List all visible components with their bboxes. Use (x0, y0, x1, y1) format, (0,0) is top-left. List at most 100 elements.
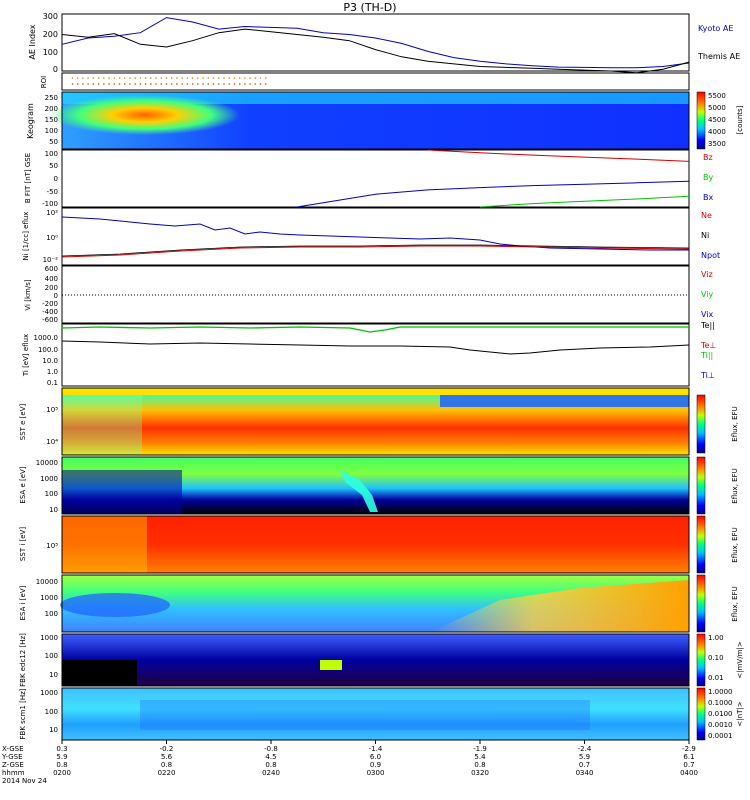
esa-i-ytick-1000: 1000 (40, 594, 58, 602)
roi-dot (218, 77, 220, 79)
bfit-frame (61, 149, 690, 208)
xaxis-tick-y: 5.4 (474, 753, 486, 761)
roi-dot (191, 83, 194, 85)
fbk-scm-cbar-label: <|nT|> (736, 701, 744, 726)
bfit-ytick-50: 50 (49, 162, 58, 170)
bfit-lines (297, 149, 690, 208)
roi-dot (92, 77, 95, 79)
bfit-panel: B FIT [nT] GSE 100 50 0 -50 -100 Bz By B… (24, 149, 713, 208)
ni-ytick-0: 10⁰ (46, 234, 58, 242)
xaxis-tick-x: 0.3 (56, 745, 67, 753)
roi-dot (176, 77, 178, 79)
fbk-edc-ytick-100: 100 (45, 652, 58, 660)
ti-green-trace (61, 326, 689, 333)
roi-dot (97, 77, 100, 79)
xaxis-tick-x: -2.9 (682, 745, 696, 753)
roi-dot (238, 83, 241, 85)
roi-dot (249, 83, 251, 85)
roi-panel: ROI (40, 72, 690, 91)
esa-i-left-blue (60, 593, 170, 617)
roi-dot (223, 77, 225, 79)
xaxis-tick-x: -2.4 (578, 745, 592, 753)
ni-ylabel: Ni [1/cc] eflux (22, 212, 30, 261)
esa-i-panel: ESA i [eV] 10000 1000 100 Eflux, EFU (19, 574, 739, 633)
roi-dot (129, 83, 131, 85)
bfit-legend-by: By (703, 173, 713, 182)
roi-dot (103, 83, 105, 85)
roi-dot (244, 83, 246, 85)
bfit-series-bx (297, 180, 690, 208)
plot-title: P3 (TH-D) (343, 1, 396, 14)
xaxis-tick-z: 0.8 (265, 761, 276, 769)
ni-ytick-m2: 10⁻² (43, 256, 59, 264)
vi-ytick-m200: -200 (42, 300, 58, 308)
roi-dot (71, 83, 74, 85)
xaxis-date: 2014 Nov 24 (2, 777, 47, 785)
roi-dot (259, 83, 262, 85)
fbk-scm-heatmap (62, 688, 689, 740)
ae-ytick-300: 300 (43, 12, 58, 21)
bfit-ytick-m100: -100 (42, 200, 58, 208)
ae-series-themis (61, 28, 690, 74)
ni-blue-trace (61, 216, 689, 251)
ti-legend-teperp: Te⊥ (700, 341, 716, 350)
keogram-cbar-label: [counts] (736, 105, 744, 134)
roi-dot (170, 77, 173, 79)
sst-i-frame (61, 515, 690, 574)
roi-dot (254, 83, 257, 85)
roi-dot (134, 77, 136, 79)
fbk-scm-cbar-5: 0.0001 (708, 732, 733, 740)
ae-ytick-0: 0 (53, 65, 58, 74)
roi-dot (170, 83, 173, 85)
ni-black-trace (61, 244, 690, 257)
bfit-ytick-100: 100 (45, 150, 58, 158)
roi-dot (218, 83, 220, 85)
xaxis-tick-x: -1.4 (369, 745, 383, 753)
esa-i-ytick-100: 100 (45, 610, 58, 618)
roi-dot (228, 83, 230, 85)
roi-dots (71, 77, 267, 85)
ni-legend-ne: Ne (701, 211, 712, 220)
roi-dot (238, 77, 241, 79)
sst-e-frame (61, 387, 690, 456)
xaxis-tick-x: -0.2 (160, 745, 174, 753)
keogram-cbar-4500: 4500 (708, 116, 726, 124)
keogram-cbar-5000: 5000 (708, 104, 726, 112)
fbk-edc-heatmap (62, 634, 689, 686)
sst-i-ytick-5: 10⁵ (46, 542, 58, 550)
roi-dot (144, 83, 147, 85)
sst-i-ylabel: SST i [eV] (19, 527, 27, 561)
ti-ytick-1000: 1000.0 (34, 334, 59, 342)
fbk-edc-yellow-burst (320, 660, 342, 670)
bfit-ylabel: B FIT [nT] GSE (24, 153, 32, 203)
roi-dot (97, 83, 100, 85)
sst-e-topstrip (62, 388, 689, 395)
keogram-ytick-50: 50 (49, 138, 58, 146)
fbk-scm-colorbar (696, 687, 706, 741)
roi-dot (123, 83, 126, 85)
esa-i-cbar-label: Eflux, EFU (731, 586, 739, 621)
xaxis-row-x: X-GSE (2, 745, 24, 753)
esa-e-ytick-10000: 10000 (36, 459, 58, 467)
roi-dot (228, 77, 230, 79)
sst-i-left-fade (62, 516, 147, 573)
ti-panel: Ti [eV] eflux 1000.0 100.0 10.0 1.0 0.1 … (22, 321, 716, 387)
vi-ylabel: Vi [km/s] (24, 279, 32, 310)
roi-dot (134, 83, 136, 85)
xaxis-ticks: 0.35.90.80200-0.25.60.80220-0.84.50.8024… (53, 740, 698, 777)
xaxis-tick-y: 6.0 (370, 753, 381, 761)
sst-e-colorbar (696, 394, 706, 454)
esa-i-hot-wedge (430, 580, 689, 632)
ae-frame (61, 13, 690, 72)
roi-dot (259, 77, 262, 79)
ae-ylabel: AE Index (28, 24, 37, 59)
bfit-series-by (479, 195, 690, 208)
esa-e-cbar-label: Eflux, EFU (731, 468, 739, 503)
sst-i-colorbar (696, 515, 706, 574)
ni-frame (61, 207, 690, 266)
vi-ytick-600: 600 (45, 265, 58, 273)
ae-panel: AE Index 300 200 100 0 Kyoto AE Themis A… (28, 12, 740, 74)
keogram-cbar-5500: 5500 (708, 92, 726, 100)
roi-dot (139, 77, 142, 79)
fbk-edc-panel: FBK edc12 [Hz] 1000 100 10 1.00 0.10 0.0… (19, 633, 744, 687)
